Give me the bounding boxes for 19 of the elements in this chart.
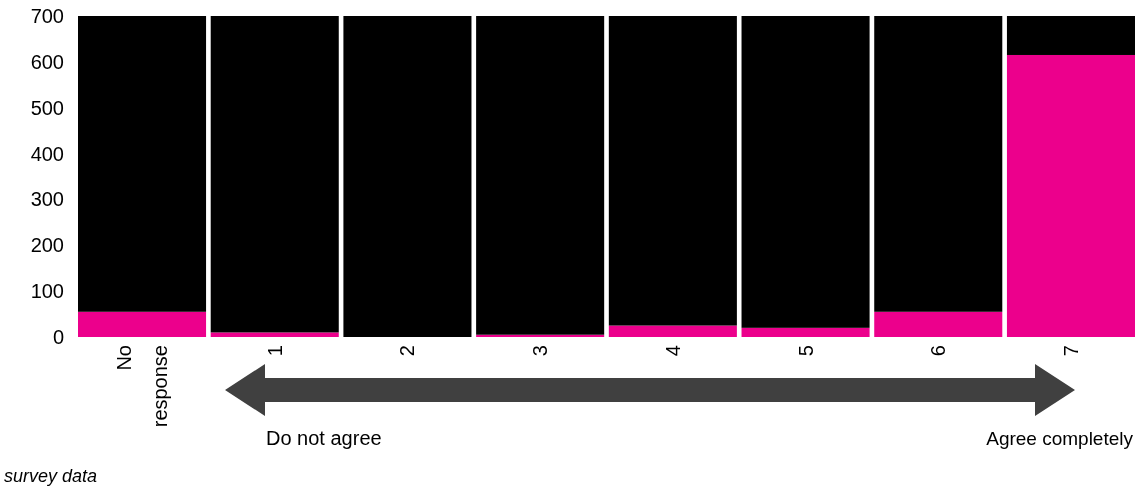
y-tick-label: 100	[30, 280, 64, 303]
text: Agree completely	[986, 428, 1134, 449]
text: survey data	[4, 466, 98, 486]
y-tick-label: 700	[30, 5, 64, 27]
y-tick-label: 200	[30, 234, 64, 257]
x-tick-label: 1	[263, 345, 286, 357]
y-tick-label: 400	[30, 142, 64, 165]
x-tick-label: 4	[661, 345, 684, 357]
x-tick-label: 3	[529, 345, 552, 357]
y-tick-label: 300	[30, 188, 64, 211]
y-tick-label: 0	[52, 326, 64, 348]
y-tick-label: 500	[30, 96, 64, 119]
x-tick-label: No response	[113, 345, 172, 428]
x-tick-label: 6	[927, 345, 950, 357]
x-tick-label: 5	[794, 345, 817, 357]
y-tick-label: 600	[30, 50, 64, 73]
x-tick-label: 7	[1059, 345, 1082, 357]
text: Do not agree	[266, 427, 382, 449]
x-tick-label: 2	[396, 345, 419, 357]
